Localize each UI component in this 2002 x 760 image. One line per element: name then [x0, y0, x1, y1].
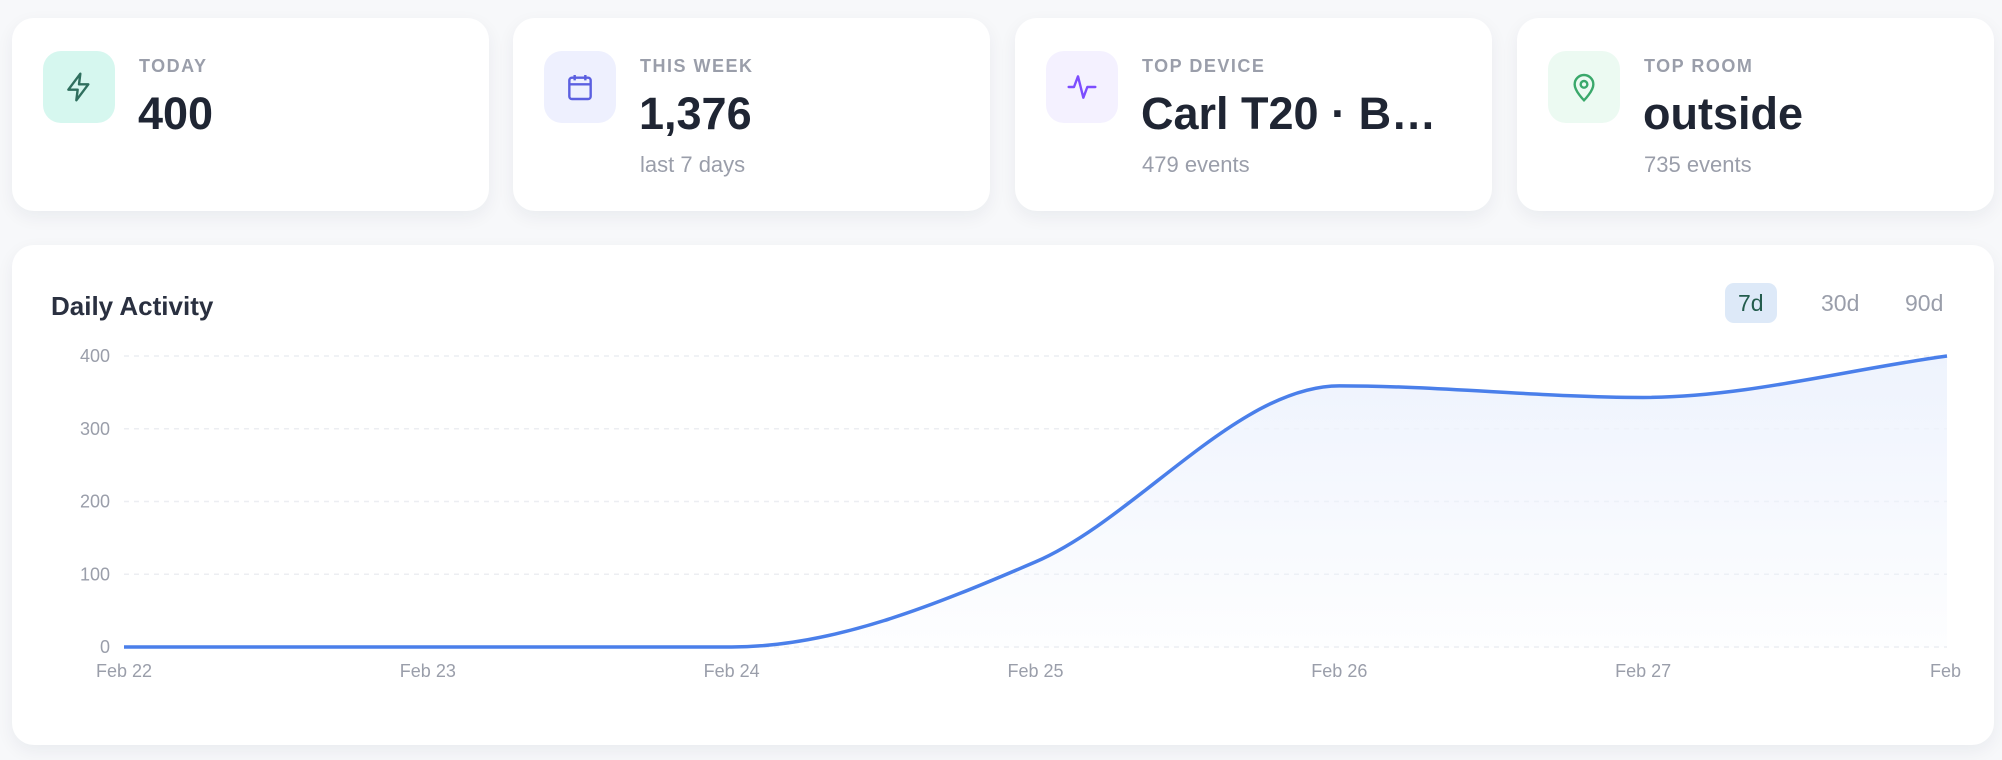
lightning-icon — [67, 72, 90, 102]
stat-card-this-week: THIS WEEK 1,376 last 7 days — [513, 18, 990, 211]
stat-label: THIS WEEK — [640, 56, 754, 76]
stat-card-top-device: TOP DEVICE Carl T20 · B… 479 events — [1015, 18, 1492, 211]
icon-box — [1548, 51, 1620, 123]
stat-value: 400 — [138, 88, 214, 139]
icon-box — [1046, 51, 1118, 123]
y-tick-label: 0 — [100, 637, 110, 657]
stat-subtext: 735 events — [1644, 152, 1752, 177]
range-90d-button[interactable]: 90d — [1905, 290, 1944, 316]
x-tick-label: Feb 26 — [1311, 661, 1367, 681]
range-30d-button[interactable]: 30d — [1821, 290, 1860, 316]
x-tick-label: Feb 24 — [704, 661, 760, 681]
stat-subtext: last 7 days — [640, 152, 746, 177]
stat-value: outside — [1643, 88, 1804, 139]
stat-subtext: 479 events — [1142, 152, 1250, 177]
activity-chart: 0 100 200 300 400 Feb 22 Feb 23 Feb 24 Feb 25 Feb… — [80, 346, 1961, 681]
stat-label: TODAY — [139, 56, 208, 76]
stat-value: 1,376 — [639, 88, 752, 139]
icon-box — [544, 51, 616, 123]
calendar-icon — [568, 75, 592, 101]
area-fill — [124, 356, 1947, 647]
stat-label: TOP DEVICE — [1142, 56, 1266, 76]
x-tick-label: Feb 23 — [400, 661, 456, 681]
stat-label: TOP ROOM — [1644, 56, 1754, 76]
chart-title: Daily Activity — [51, 291, 214, 321]
x-tick-label: Feb 27 — [1615, 661, 1671, 681]
y-tick-label: 400 — [80, 346, 110, 366]
stat-card-top-room: TOP ROOM outside 735 events — [1517, 18, 1994, 211]
x-tick-label: Feb 25 — [1007, 661, 1063, 681]
x-tick-label: Feb 22 — [96, 661, 152, 681]
daily-activity-card: Daily Activity 7d 30d 90d 0 100 200 300 400 F… — [12, 245, 1994, 745]
y-tick-label: 300 — [80, 419, 110, 439]
stat-value: Carl T20 · B… — [1141, 88, 1437, 139]
range-7d-button[interactable]: 7d — [1725, 283, 1777, 323]
stat-card-today: TODAY 400 — [12, 18, 489, 211]
y-tick-label: 100 — [80, 564, 110, 584]
activity-pulse-icon — [1067, 75, 1097, 99]
x-tick-label: Feb — [1930, 661, 1961, 681]
y-tick-label: 200 — [80, 492, 110, 512]
map-pin-icon — [1573, 73, 1595, 103]
icon-box — [43, 51, 115, 123]
series-line — [124, 354, 1948, 649]
